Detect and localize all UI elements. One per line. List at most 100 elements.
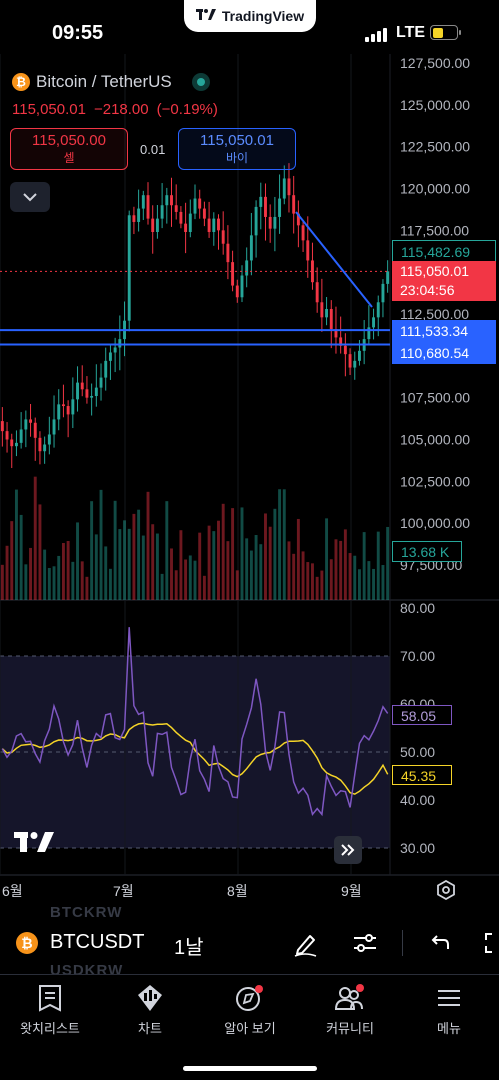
candle-body — [353, 360, 357, 368]
symbol-title: Bitcoin / TetherUS — [36, 72, 172, 91]
volume-bar — [146, 491, 150, 600]
sell-price: 115,050.00 — [32, 132, 106, 149]
volume-bar — [306, 562, 310, 600]
volume-bar — [165, 501, 169, 600]
candle-body — [301, 225, 305, 241]
nav-community[interactable]: 커뮤니티 — [300, 983, 400, 1037]
tradingview-pill[interactable]: TradingView — [184, 0, 316, 32]
nav-watchlist[interactable]: 왓치리스트 — [0, 983, 100, 1037]
price-axis-label: 102,500.00 — [400, 473, 470, 489]
drawing-tools-button[interactable] — [290, 928, 320, 958]
hexagon-settings-icon — [437, 879, 455, 901]
volume-bar — [76, 522, 79, 600]
double-chevron-right-icon — [341, 844, 355, 856]
rsi-axis-label: 80.00 — [400, 600, 435, 616]
volume-bar — [123, 520, 126, 600]
volume-bar — [372, 568, 376, 600]
volume-bar — [85, 576, 89, 600]
candle-body — [376, 302, 380, 318]
quote-row: 115,050.01 −218.00 (−0.19%) — [12, 101, 218, 118]
price-change-percent: (−0.19%) — [156, 101, 218, 118]
candle-body — [240, 275, 244, 298]
volume-bar — [0, 564, 4, 600]
price-axis-label: 100,000.00 — [400, 515, 470, 531]
candle-body — [71, 399, 75, 415]
volume-bar — [151, 524, 155, 600]
candle-body — [179, 211, 183, 224]
candle-body — [226, 243, 230, 263]
candle-body — [292, 195, 296, 214]
hamburger-menu-icon — [438, 990, 460, 1006]
buy-price: 115,050.01 — [200, 132, 274, 149]
chevron-down-icon — [23, 192, 37, 201]
volume-bar — [33, 476, 37, 600]
status-time: 09:55 — [52, 22, 104, 44]
time-axis-label: 7월 — [113, 883, 134, 899]
volume-bar — [207, 525, 211, 600]
undo-button[interactable] — [424, 928, 454, 958]
candle-body — [113, 347, 117, 353]
chart-settings-button[interactable] — [436, 879, 456, 901]
volume-bar — [278, 489, 282, 600]
price-axis-label: 112,500.00 — [400, 306, 469, 322]
indicators-button[interactable] — [350, 928, 380, 958]
price-axis-label: 120,000.00 — [400, 181, 470, 197]
last-price: 115,050.01 — [12, 101, 86, 118]
tradingview-brand: TradingView — [221, 8, 305, 24]
volume-bar — [137, 509, 141, 600]
candle-body — [0, 421, 4, 432]
symbol-search-button[interactable]: BTCUSDT — [50, 931, 145, 953]
candle-body — [10, 439, 14, 447]
buy-label: 바이 — [225, 151, 249, 165]
candle-body — [76, 382, 79, 400]
scroll-to-realtime-button[interactable] — [334, 836, 362, 864]
rsi-ma-line — [1, 722, 389, 795]
volume-bar — [5, 545, 9, 600]
volume-bar — [71, 561, 75, 600]
nav-menu[interactable]: 메뉴 — [399, 983, 499, 1037]
sliders-icon — [354, 934, 376, 952]
volume-bar — [320, 570, 324, 600]
volume-bar — [188, 555, 192, 600]
volume-bar — [99, 489, 103, 600]
candle-body — [198, 198, 202, 209]
volume-bar — [376, 531, 380, 600]
interval-button[interactable]: 1날 — [174, 937, 204, 959]
nav-chart[interactable]: 차트 — [100, 983, 200, 1037]
volume-bar — [315, 576, 319, 600]
volume-bar — [61, 543, 65, 600]
volume-bar — [296, 518, 300, 600]
compass-icon — [236, 985, 263, 1011]
candle-body — [264, 196, 267, 217]
volume-bar — [184, 559, 188, 600]
candle-body — [146, 195, 150, 219]
candle-body — [268, 216, 272, 229]
symbol-header[interactable]: ₿ Bitcoin / TetherUS — [12, 72, 210, 92]
volume-bar — [127, 528, 131, 600]
community-icon — [334, 984, 364, 1010]
bitcoin-coin-icon: ₿ — [12, 73, 30, 91]
rsi-axis-label: 50.00 — [400, 744, 435, 760]
nav-explore[interactable]: 알아 보기 — [200, 983, 300, 1037]
candle-body — [170, 195, 173, 206]
candle-body — [127, 215, 131, 321]
candle-body — [249, 235, 253, 261]
symbol-toolbar: ₿ BTCUSDT 1날 — [0, 918, 499, 966]
candle-body — [217, 218, 220, 231]
volume-bar — [212, 531, 216, 600]
candle-body — [231, 262, 235, 286]
volume-bar — [90, 501, 94, 600]
volume-bar — [231, 508, 235, 600]
sell-button[interactable]: 115,050.00 셀 — [10, 128, 128, 170]
network-label: LTE — [396, 24, 426, 41]
candle-body — [343, 345, 347, 355]
volume-bar — [141, 535, 145, 600]
nav-watchlist-label: 왓치리스트 — [20, 1021, 80, 1036]
candle-body — [165, 195, 169, 206]
undo-icon — [431, 935, 449, 949]
chart-canvas[interactable]: 127,500.00 125,000.00 122,500.00 120,000.00… — [0, 54, 499, 900]
buy-button[interactable]: 115,050.01 바이 — [178, 128, 296, 170]
candle-body — [221, 230, 225, 244]
collapse-legend-button[interactable] — [10, 182, 50, 212]
fullscreen-button[interactable] — [480, 928, 499, 958]
